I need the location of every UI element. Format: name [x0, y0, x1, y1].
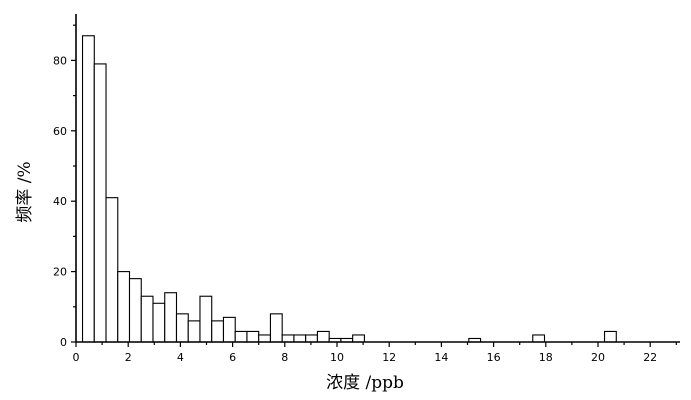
histogram-bar	[93, 63, 107, 343]
y-tick-label: 80	[53, 54, 67, 67]
histogram-bar	[175, 313, 189, 343]
histogram-bar	[269, 313, 283, 343]
histogram-bar	[105, 197, 119, 343]
x-tick-label: 12	[382, 351, 396, 364]
x-tick-label: 16	[487, 351, 501, 364]
x-tick-label: 2	[125, 351, 132, 364]
y-tick-label: 60	[53, 125, 67, 138]
y-axis-title: 频率 /%	[15, 161, 35, 222]
x-tick-label: 10	[330, 351, 344, 364]
histogram-bar	[246, 330, 260, 343]
histogram-bar	[187, 320, 201, 343]
histogram-bar	[316, 330, 330, 343]
x-axis-title: 浓度 /ppb	[326, 373, 404, 393]
x-tick-label: 6	[229, 351, 236, 364]
x-tick-label: 22	[643, 351, 657, 364]
y-ticks-group: 0 20 40 60 80	[53, 24, 76, 349]
x-tick-label: 14	[434, 351, 448, 364]
histogram-bar	[152, 302, 166, 343]
histogram-bar	[234, 330, 248, 343]
histogram-bar	[603, 330, 617, 343]
y-tick-label: 0	[60, 336, 67, 349]
bars-group	[81, 35, 617, 343]
histogram-bar	[352, 334, 365, 343]
histogram-bar	[81, 35, 95, 343]
histogram-bar	[164, 292, 178, 343]
histogram-bar	[258, 334, 272, 343]
y-tick-label: 20	[53, 266, 67, 279]
x-tick-label: 0	[73, 351, 80, 364]
histogram-bar	[222, 316, 236, 343]
histogram-bar	[211, 320, 225, 343]
axes-group	[75, 14, 680, 343]
x-tick-label: 18	[539, 351, 553, 364]
histogram-bar	[117, 271, 131, 343]
histogram-bar	[128, 278, 142, 343]
histogram-bar	[140, 295, 154, 343]
histogram-bar	[293, 334, 307, 343]
histogram-bar	[281, 334, 295, 343]
x-tick-label: 8	[281, 351, 288, 364]
x-tick-label: 4	[177, 351, 184, 364]
histogram-bar	[532, 334, 546, 343]
histogram-bar	[305, 334, 318, 343]
y-tick-label: 40	[53, 195, 67, 208]
x-ticks-group: 0 2 4 6 8 10 12 14 16 18 20 22	[73, 342, 677, 364]
x-tick-label: 20	[591, 351, 605, 364]
histogram-bar	[199, 295, 213, 343]
